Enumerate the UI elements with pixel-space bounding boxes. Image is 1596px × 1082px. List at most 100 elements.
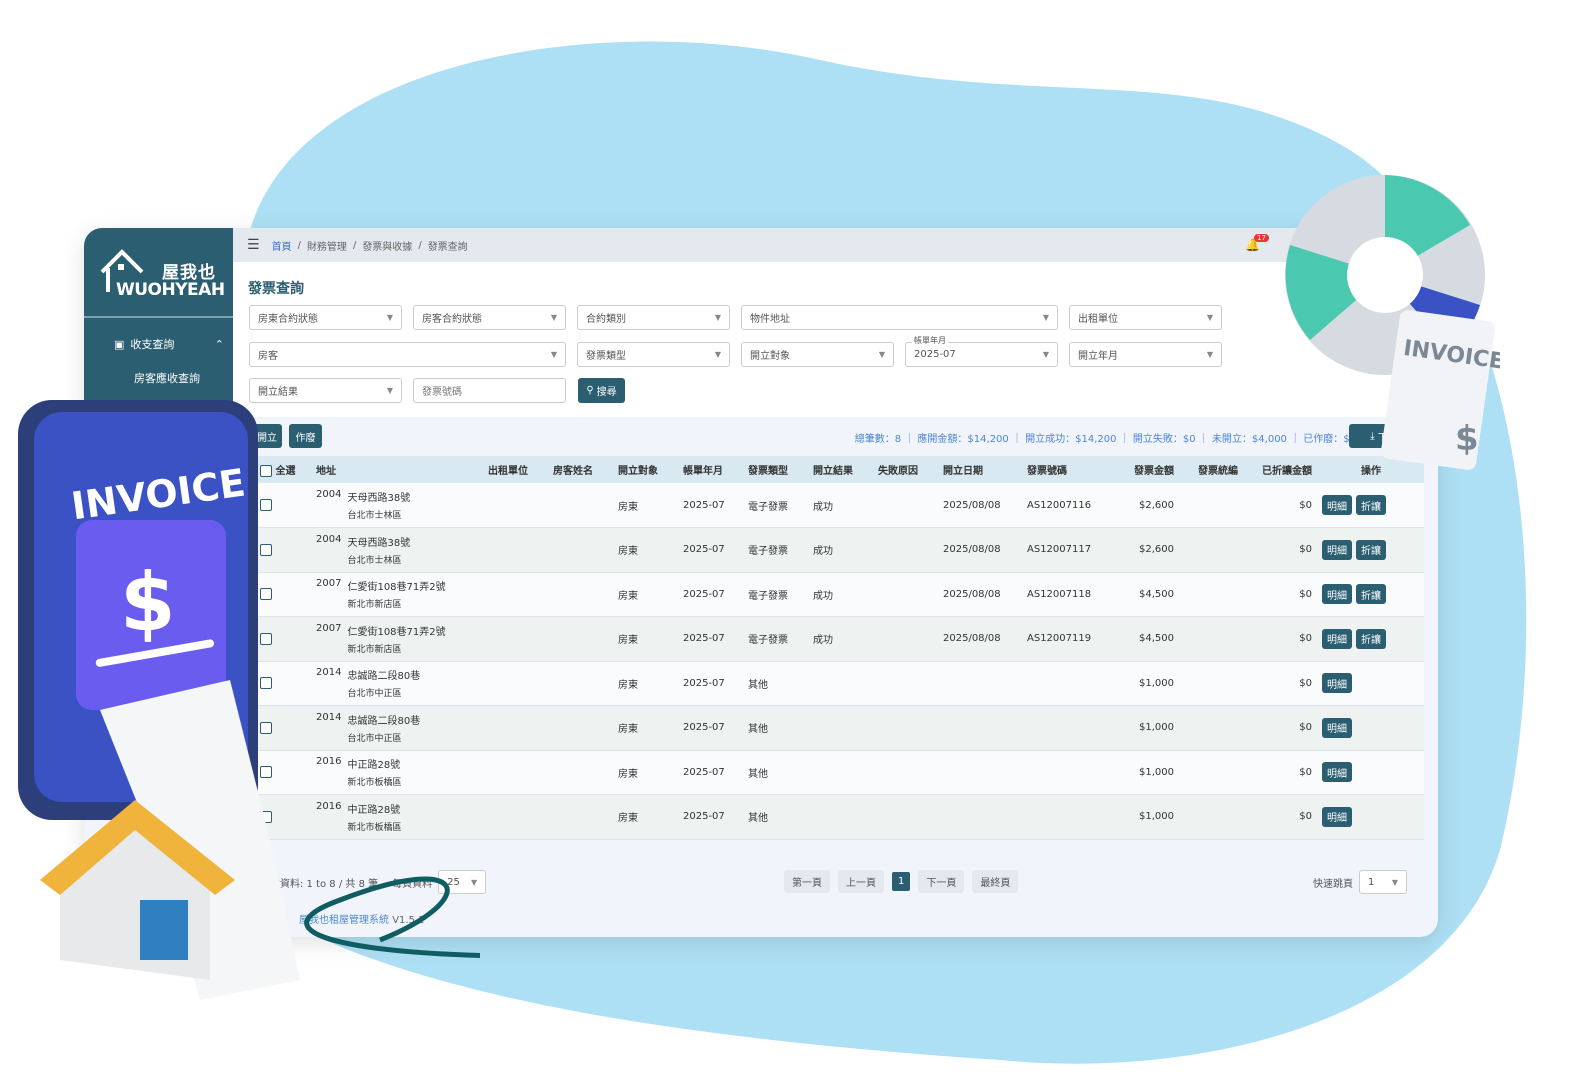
issue-result-select[interactable]: 開立結果 ▼ [249, 378, 402, 403]
row-checkbox[interactable] [260, 766, 272, 779]
table-row: 2014 忠誠路二段80巷 台北市中正區 房東 2025-07 其他 $1,000 … [250, 705, 1424, 751]
row-checkbox[interactable] [260, 677, 272, 690]
landlord-contract-status-select[interactable]: 房東合約狀態 ▼ [249, 305, 402, 330]
detail-button[interactable]: 明細 [1322, 495, 1352, 515]
record-info: 前資料: 1 to 8 / 共 8 筆 [270, 878, 379, 890]
rental-unit-select[interactable]: 出租單位 ▼ [1069, 305, 1222, 330]
table-row: 2007 仁愛街108巷71弄2號 新北市新店區 房東 2025-07 電子發票 成… [250, 572, 1424, 617]
search-icon: ⚲ [586, 385, 594, 396]
billing-month-select[interactable]: 帳單年月 2025-07 ▼ [905, 335, 1058, 367]
contract-type-select[interactable]: 合約類別 ▼ [577, 305, 730, 330]
district: 台北市士林區 [347, 555, 402, 566]
issue-target: 房東 [618, 705, 683, 751]
table-row: 2004 天母西路38號 台北市士林區 房東 2025-07 電子發票 成功 202… [250, 483, 1424, 528]
district: 新北市板橋區 [347, 778, 402, 789]
discounted-amount: $0 [1250, 616, 1318, 662]
discounted-amount: $0 [1250, 483, 1318, 528]
row-checkbox[interactable] [260, 632, 272, 645]
tenant-select[interactable]: 房客 ▼ [249, 342, 566, 367]
last-page-button[interactable]: 最終頁 [972, 870, 1019, 893]
invoice-type: 其他 [748, 750, 813, 795]
tenant-contract-status-select[interactable]: 房客合約狀態 ▼ [413, 305, 566, 330]
first-page-button[interactable]: 第一頁 [784, 870, 830, 893]
issue-month-select[interactable]: 開立年月 ▼ [1069, 342, 1222, 367]
district: 新北市新店區 [347, 600, 402, 611]
failure-reason [878, 661, 943, 706]
jump-page-select[interactable]: 1 ▼ [1359, 870, 1407, 894]
issue-target: 房東 [618, 527, 683, 573]
table-row: 2016 中正路28號 新北市板橋區 房東 2025-07 其他 $1,000 $0… [250, 750, 1424, 795]
download-icon: ⤓ [1370, 430, 1375, 442]
table-row: 2007 仁愛街108巷71弄2號 新北市新店區 房東 2025-07 電子發票 成… [250, 616, 1424, 662]
property-address-select[interactable]: 物件地址 ▼ [741, 305, 1058, 330]
current-page[interactable]: 1 [892, 872, 911, 891]
issue-result [813, 750, 878, 795]
invoice-type-select[interactable]: 發票類型 ▼ [577, 342, 730, 367]
table-header: 全選 地址 出租單位 房客姓名 開立對象 帳單年月 發票類型 開立結果 失敗原因… [250, 456, 1424, 483]
sidebar-item-tenant-receivable[interactable]: 房客應收查詢 [134, 372, 200, 385]
select-all[interactable]: 全選 [250, 456, 316, 483]
detail-button[interactable]: 明細 [1322, 762, 1352, 783]
search-button[interactable]: ⚲ 搜尋 [578, 378, 625, 403]
prev-page-button[interactable]: 上一頁 [838, 870, 884, 893]
issue-date: 2025/08/08 [943, 527, 1027, 573]
invoice-type: 電子發票 [748, 527, 813, 573]
row-checkbox[interactable] [260, 721, 272, 734]
hamburger-menu-icon[interactable]: ☰ [247, 237, 260, 253]
detail-button[interactable]: 明細 [1322, 584, 1352, 605]
address-cell: 2014 忠誠路二段80巷 台北市中正區 [316, 712, 488, 744]
row-checkbox[interactable] [260, 543, 272, 556]
unit-number: 2016 [316, 756, 342, 768]
invoice-number [1027, 794, 1120, 840]
detail-button[interactable]: 明細 [1322, 673, 1352, 694]
street: 中正路28號 [347, 804, 401, 816]
discount-button[interactable]: 折讓 [1356, 539, 1386, 560]
invoice-table: 全選 地址 出租單位 房客姓名 開立對象 帳單年月 發票類型 開立結果 失敗原因… [250, 456, 1424, 840]
address-cell: 2004 天母西路38號 台北市士林區 [316, 489, 488, 521]
discount-button[interactable]: 折讓 [1356, 584, 1386, 605]
tax-id [1180, 572, 1250, 617]
street: 中正路28號 [347, 760, 401, 772]
detail-button[interactable]: 明細 [1322, 717, 1352, 738]
discount-button[interactable]: 折讓 [1356, 495, 1386, 515]
system-name[interactable]: 屋我也租屋管理系統 [299, 915, 389, 926]
breadcrumb-finance[interactable]: 財務管理 [306, 241, 347, 253]
issue-target-select[interactable]: 開立對象 ▼ [741, 342, 894, 367]
brand-name-en: WUOHYEAH [116, 280, 225, 300]
detail-button[interactable]: 明細 [1322, 806, 1352, 827]
issue-result: 成功 [813, 527, 878, 573]
address-cell: 2014 忠誠路二段80巷 台北市中正區 [316, 667, 488, 699]
next-page-button[interactable]: 下一頁 [918, 870, 965, 893]
void-button[interactable]: 作廢 [289, 424, 322, 448]
table-row: 2016 中正路28號 新北市板橋區 房東 2025-07 其他 $1,000 $0… [250, 794, 1424, 840]
version: V1.5.1 [392, 915, 425, 926]
select-all-checkbox[interactable] [260, 465, 272, 477]
tax-id [1180, 661, 1250, 706]
invoice-number: AS12007116 [1027, 483, 1120, 528]
invoice-type: 其他 [748, 661, 813, 706]
breadcrumb-invoice-receipt[interactable]: 發票與收據 [362, 241, 413, 253]
row-checkbox[interactable] [260, 588, 272, 601]
issue-date [943, 661, 1027, 706]
invoice-amount: $2,600 [1120, 527, 1180, 573]
billing-month: 2025-07 [683, 527, 748, 573]
issue-result [813, 794, 878, 840]
detail-button[interactable]: 明細 [1322, 539, 1352, 560]
filter-panel: 發票查詢 房東合約狀態 ▼ 房客合約狀態 ▼ 合約類別 ▼ 物件地址 ▼ 出租單位 ▼ 房… [233, 262, 1438, 417]
invoice-number-input[interactable]: 發票號碼 [413, 378, 566, 403]
col-invoice-amount: 發票金額 [1120, 456, 1180, 483]
discount-button[interactable]: 折讓 [1356, 628, 1386, 649]
invoice-number: AS12007119 [1027, 616, 1120, 662]
top-bar: ☰ 首頁 / 財務管理 / 發票與收據 / 發票查詢 🔔 17 [233, 228, 1438, 262]
breadcrumb-home[interactable]: 首頁 [271, 241, 292, 253]
sidebar-item-income-expense[interactable]: ▣ 收支查詢 ⌃ [114, 336, 224, 352]
detail-button[interactable]: 明細 [1322, 628, 1352, 649]
unit-number: 2016 [316, 800, 342, 812]
tax-id [1180, 483, 1250, 528]
invoice-phone-illustration: INVOICE $ [18, 400, 480, 1000]
address-cell: 2004 天母西路38號 台北市士林區 [316, 534, 488, 566]
invoice-amount: $4,500 [1120, 572, 1180, 617]
discounted-amount: $0 [1250, 794, 1318, 840]
row-checkbox[interactable] [260, 499, 272, 511]
street: 仁愛街108巷71弄2號 [347, 626, 446, 638]
